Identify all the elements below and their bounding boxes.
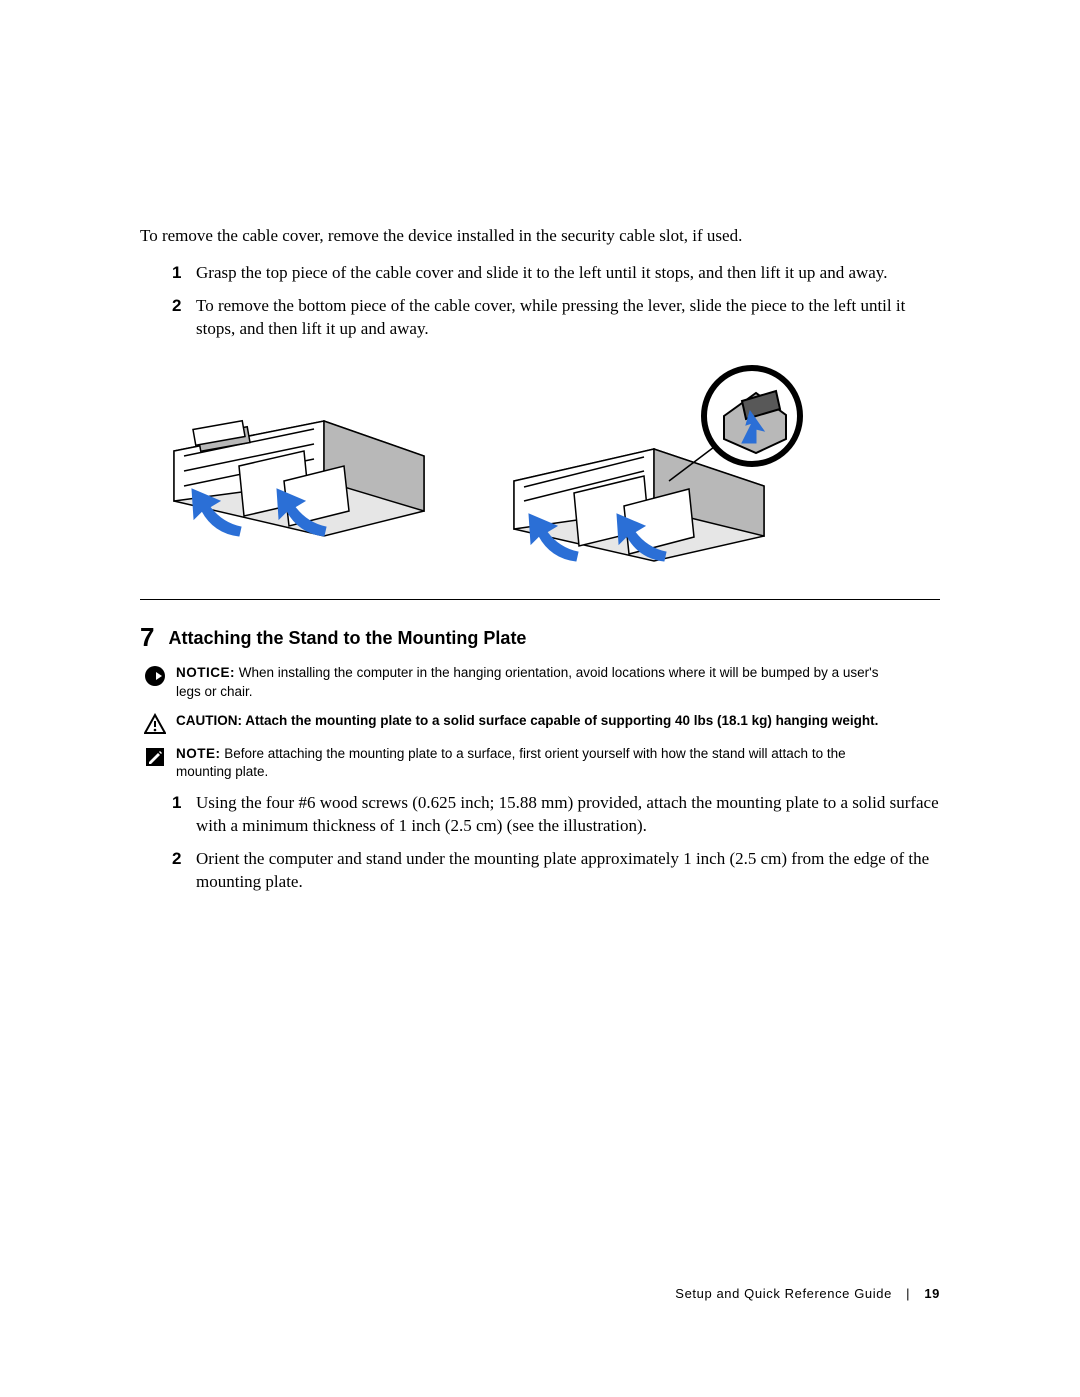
note-icon [144, 746, 166, 768]
figure-left [144, 361, 454, 571]
section-divider [140, 599, 940, 600]
step-number: 2 [172, 848, 196, 894]
footer-title: Setup and Quick Reference Guide [675, 1286, 892, 1301]
step-text: Using the four #6 wood screws (0.625 inc… [196, 792, 940, 838]
step-text: Orient the computer and stand under the … [196, 848, 940, 894]
list-item: 2 Orient the computer and stand under th… [172, 848, 940, 894]
figure-row [140, 361, 940, 571]
caution-callout: CAUTION: Attach the mounting plate to a … [140, 712, 940, 735]
caution-text: CAUTION: Attach the mounting plate to a … [176, 712, 940, 731]
list-item: 1 Grasp the top piece of the cable cover… [172, 262, 940, 285]
section-title: Attaching the Stand to the Mounting Plat… [168, 622, 526, 649]
caution-label: CAUTION: [176, 713, 245, 728]
list-item: 2 To remove the bottom piece of the cabl… [172, 295, 940, 341]
step-number: 1 [172, 262, 196, 285]
caution-body: Attach the mounting plate to a solid sur… [245, 713, 878, 728]
attach-steps-list: 1 Using the four #6 wood screws (0.625 i… [140, 792, 940, 894]
list-item: 1 Using the four #6 wood screws (0.625 i… [172, 792, 940, 838]
notice-body: When installing the computer in the hang… [176, 665, 878, 699]
footer-separator: | [906, 1286, 910, 1301]
notice-text: NOTICE: When installing the computer in … [176, 664, 940, 702]
page-number: 19 [924, 1286, 940, 1301]
notice-icon [144, 665, 166, 687]
note-body: Before attaching the mounting plate to a… [176, 746, 846, 780]
note-callout: NOTE: Before attaching the mounting plat… [140, 745, 940, 783]
step-text: Grasp the top piece of the cable cover a… [196, 262, 940, 285]
step-text: To remove the bottom piece of the cable … [196, 295, 940, 341]
note-label: NOTE: [176, 746, 221, 761]
step-number: 2 [172, 295, 196, 341]
section-number: 7 [140, 622, 154, 650]
notice-label: NOTICE: [176, 665, 235, 680]
page-footer: Setup and Quick Reference Guide | 19 [0, 1286, 1080, 1301]
remove-steps-list: 1 Grasp the top piece of the cable cover… [140, 262, 940, 341]
caution-icon [144, 713, 166, 735]
step-number: 1 [172, 792, 196, 838]
section-heading: 7 Attaching the Stand to the Mounting Pl… [140, 622, 940, 650]
note-text: NOTE: Before attaching the mounting plat… [176, 745, 940, 783]
intro-text: To remove the cable cover, remove the de… [140, 225, 940, 248]
figure-right [494, 361, 824, 571]
notice-callout: NOTICE: When installing the computer in … [140, 664, 940, 702]
